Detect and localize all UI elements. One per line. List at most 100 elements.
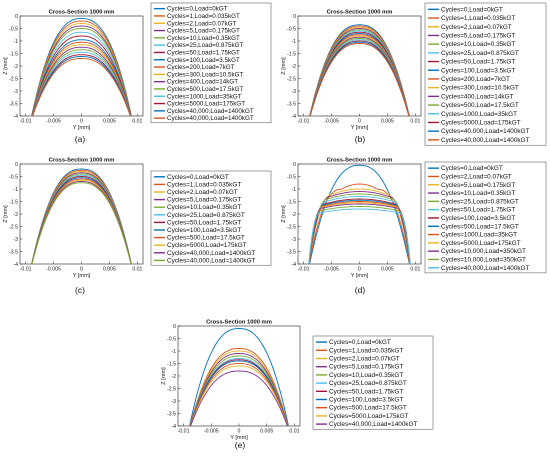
chart-title: Cross-Section 1000 mm: [206, 320, 272, 326]
x-tick-label: -0.005: [46, 119, 61, 125]
legend-label: Cycles=400,Load=14kGT: [167, 79, 238, 86]
series-line: [189, 348, 289, 426]
x-tick-label: 0.01: [410, 267, 420, 273]
y-tick-label: -3: [13, 237, 18, 243]
legend-label: Cycles=40,000,Load=1400kGT: [329, 421, 418, 428]
y-tick-label: -1.5: [287, 199, 296, 205]
chart-panel-2: -4 -3.5 -3 -2.5 -2 -1.5 -1 -0.5 0 -0.01 -0.005 0 0.0…: [281, 2, 547, 146]
y-tick-label: -3.5: [167, 411, 176, 417]
legend-label: Cycles=0,Load=0kGT: [441, 165, 503, 172]
x-tick-label: 0: [80, 267, 83, 273]
y-tick-label: 0: [15, 162, 18, 168]
legend-label: Cycles=10,Load=0.35kGT: [441, 190, 515, 197]
y-tick-label: -2: [291, 64, 296, 70]
legend-label: Cycles=10,000,Load=350kGT: [441, 256, 526, 263]
series-line: [189, 350, 289, 426]
chart-title: Cross-Section 1000 mm: [49, 158, 115, 164]
chart-title: Cross-Section 1000 mm: [327, 158, 393, 164]
legend-label: Cycles=300,Load=10.5kGT: [167, 71, 243, 78]
legend-label: Cycles=500,Load=17.5kGT: [167, 86, 243, 93]
series-line: [308, 201, 411, 264]
y-tick-label: -2: [171, 374, 176, 380]
y-tick-label: 0: [15, 14, 18, 20]
chart-title: Cross-Section 1000 mm: [49, 10, 115, 16]
legend-label: Cycles=2,Load=0.07kGT: [329, 356, 400, 363]
y-tick-label: -1.5: [9, 199, 18, 205]
series-line: [189, 355, 289, 426]
chart-panel-1: -4 -3.5 -3 -2.5 -2 -1.5 -1 -0.5 0 -0.01 -0.005 0 0.0…: [3, 2, 272, 144]
legend-label: Cycles=40,000,Load=1400kGT: [441, 128, 530, 135]
x-tick-label: -0.005: [46, 267, 61, 273]
x-axis-label: Y [mm]: [351, 273, 369, 279]
legend-label: Cycles=2,Load=0.07kGT: [441, 24, 512, 31]
series-line: [31, 51, 132, 116]
legend-label: Cycles=2,Load=0.07kGT: [167, 189, 238, 196]
legend-label: Cycles=500,Load=17.5kGT: [441, 223, 519, 230]
legend-label: Cycles=5,Load=0.175kGT: [329, 364, 403, 371]
x-tick-label: -0.01: [178, 429, 190, 435]
legend-label: Cycles=100,Load=3.5kGT: [329, 397, 403, 404]
x-tick-label: 0: [238, 429, 241, 435]
plot-area: [297, 163, 422, 265]
series-line: [31, 28, 132, 116]
y-tick-label: -0.5: [287, 174, 296, 180]
series-line: [31, 41, 132, 116]
series-line: [31, 18, 132, 116]
y-tick-label: -2: [13, 64, 18, 70]
y-tick-label: -3: [13, 89, 18, 95]
legend-label: Cycles=5000,Load=175kGT: [441, 240, 521, 247]
legend-label: Cycles=2,Load=0.07kGT: [441, 173, 512, 180]
series-line: [31, 46, 132, 116]
legend-label: Cycles=5000,Load=175kGT: [167, 242, 247, 249]
legend: Cycles=0,Load=0kGTCycles=1,Load=0.035kGT…: [150, 170, 272, 266]
legend-label: Cycles=2,Load=0.07kGT: [167, 20, 236, 27]
series-line: [308, 202, 411, 264]
series-line: [189, 360, 289, 426]
x-tick-label: -0.01: [20, 119, 32, 125]
legend-label: Cycles=100,Load=3.5kGT: [167, 227, 241, 234]
legend-label: Cycles=5,Load=0.175kGT: [167, 28, 240, 35]
legend-label: Cycles=500,Load=17.5kGT: [441, 102, 519, 109]
series-line: [189, 365, 289, 426]
series-line: [308, 199, 411, 264]
legend-label: Cycles=50,Load=1.75kGT: [167, 219, 241, 226]
legend-label: Cycles=50,Load=1.75kGT: [441, 207, 515, 214]
legend-label: Cycles=1,Load=0.035kGT: [441, 15, 515, 22]
legend-label: Cycles=25,Load=0.875kGT: [441, 198, 519, 205]
y-tick-label: -3: [291, 237, 296, 243]
y-tick-label: -3: [171, 399, 176, 405]
legend-label: Cycles=10,000,Load=350kGT: [441, 248, 526, 255]
legend-label: Cycles=50,Load=1.75kGT: [167, 49, 240, 56]
y-tick-label: -4: [171, 424, 176, 430]
legend-label: Cycles=50,Load=1.75kGT: [441, 59, 515, 66]
series-line: [31, 35, 132, 116]
legend-label: Cycles=500,Load=17.5kGT: [329, 405, 407, 412]
legend-label: Cycles=50,Load=1.75kGT: [329, 388, 403, 395]
series-line: [31, 39, 132, 116]
legend-box: [312, 335, 434, 430]
legend-label: Cycles=10,Load=0.35kGT: [329, 372, 403, 379]
y-axis-label: Z [mm]: [281, 57, 287, 75]
panel-label: (d): [355, 285, 366, 295]
legend-label: Cycles=100,Load=3.5kGT: [441, 67, 515, 74]
x-tick-label: -0.01: [298, 119, 310, 125]
series-group: [308, 164, 411, 264]
series-line: [308, 203, 411, 264]
y-tick-label: -1.5: [287, 51, 296, 57]
y-tick-label: 0: [173, 324, 176, 330]
legend-label: Cycles=25,Load=0.875kGT: [329, 380, 407, 387]
x-tick-label: -0.005: [204, 429, 219, 435]
y-tick-label: -1.5: [167, 361, 176, 367]
panel-label: (e): [235, 440, 246, 450]
series-line: [308, 198, 411, 264]
legend-label: Cycles=40,000,Load=1400kGT: [167, 115, 254, 122]
x-tick-label: 0: [80, 119, 83, 125]
series-line: [308, 196, 411, 264]
legend-label: Cycles=5000,Load=175kGT: [167, 101, 245, 108]
legend-label: Cycles=200,Load=7kGT: [167, 64, 235, 71]
series-line: [189, 353, 289, 426]
x-tick-label: 0.005: [260, 429, 273, 435]
x-tick-label: -0.01: [298, 267, 310, 273]
series-line: [308, 193, 411, 264]
legend-label: Cycles=5,Load=0.175kGT: [441, 32, 515, 39]
